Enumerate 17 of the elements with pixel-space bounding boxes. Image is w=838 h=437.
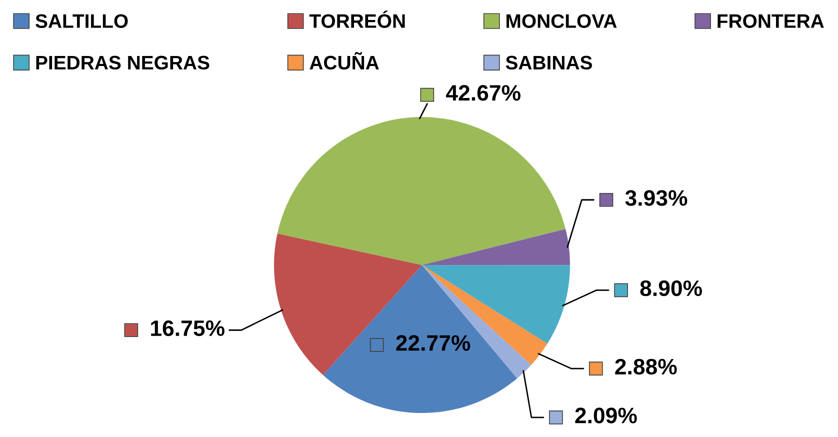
data-label: 3.93% (625, 190, 688, 206)
legend-label: SABINAS (506, 56, 592, 70)
data-label: 2.09% (575, 408, 637, 424)
pie-slice (277, 117, 566, 265)
data-label: 22.77% (396, 335, 470, 351)
legend-label: TORREÓN (309, 10, 405, 28)
legend-label: MONCLOVA (506, 14, 617, 28)
pie-slice (422, 228, 570, 266)
legend-label: SALTILLO (36, 14, 128, 28)
legend-label: ACUÑA (310, 52, 379, 70)
data-label: 42.67% (446, 85, 520, 101)
data-label: 8.90% (640, 280, 702, 296)
data-label: 16.75% (151, 320, 224, 336)
legend-label: PIEDRAS NEGRAS (36, 56, 210, 70)
data-label: 2.88% (615, 358, 677, 375)
pie-slice (323, 265, 518, 413)
legend-label: FRONTERA (718, 14, 824, 28)
